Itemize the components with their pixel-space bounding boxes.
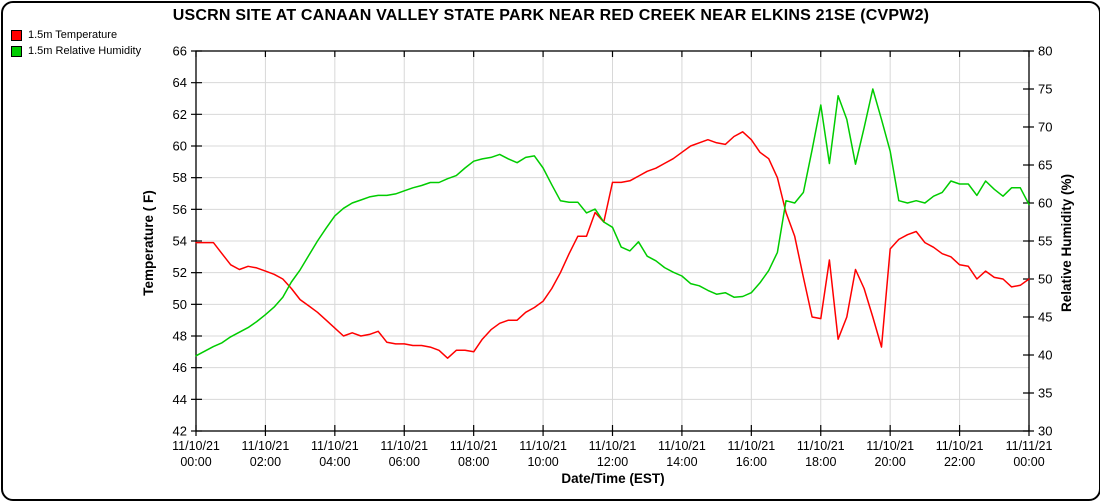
y-axis-label-right: Relative Humidity (%): [1059, 174, 1074, 312]
x-tick-label-time: 10:00: [527, 455, 558, 469]
x-tick-label-time: 06:00: [389, 455, 420, 469]
x-tick-label-time: 12:00: [597, 455, 628, 469]
x-tick-label-time: 00:00: [180, 455, 211, 469]
x-tick-label-date: 11/10/21: [311, 439, 359, 453]
legend-item-temperature: 1.5m Temperature: [11, 27, 141, 43]
y-tick-label-right: 80: [1038, 44, 1052, 59]
x-tick-label-date: 11/10/21: [589, 439, 637, 453]
x-tick-label-date: 11/10/21: [797, 439, 845, 453]
y-tick-label-right: 65: [1038, 158, 1052, 173]
temperature-swatch-icon: [11, 29, 22, 41]
axes-and-ticks: 66 64 62 60 58 56 54 52 50 48 46 44 42 80 75 70 65 60 55 50…: [172, 44, 1052, 470]
y-tick-label-left: 50: [173, 297, 187, 312]
y-tick-label-left: 52: [173, 265, 187, 280]
x-tick-label-date: 11/10/21: [866, 439, 914, 453]
x-tick-label-date: 11/11/21: [1006, 439, 1053, 453]
legend: 1.5m Temperature 1.5m Relative Humidity: [11, 27, 141, 59]
y-tick-label-right: 40: [1038, 348, 1052, 363]
x-tick-label-time: 02:00: [250, 455, 281, 469]
x-tick-label-date: 11/10/21: [172, 439, 220, 453]
y-tick-label-right: 60: [1038, 196, 1052, 211]
y-tick-label-left: 66: [173, 44, 187, 59]
y-tick-label-left: 44: [173, 392, 187, 407]
y-tick-label-right: 75: [1038, 82, 1052, 97]
legend-item-humidity: 1.5m Relative Humidity: [11, 43, 141, 59]
x-tick-label-time: 04:00: [319, 455, 350, 469]
gridlines: [195, 50, 1030, 432]
x-tick-label-time: 14:00: [666, 455, 697, 469]
y-tick-label-right: 55: [1038, 234, 1052, 249]
humidity-swatch-icon: [11, 45, 22, 57]
x-tick-label-date: 11/10/21: [242, 439, 290, 453]
y-axis-label-left: Temperature ( F): [141, 190, 156, 296]
x-tick-label-time: 18:00: [805, 455, 836, 469]
x-tick-label-date: 11/10/21: [380, 439, 428, 453]
y-tick-label-right: 70: [1038, 120, 1052, 135]
y-tick-label-right: 45: [1038, 310, 1052, 325]
y-tick-label-right: 30: [1038, 424, 1052, 439]
y-tick-label-right: 50: [1038, 272, 1052, 287]
x-tick-label-date: 11/10/21: [450, 439, 498, 453]
x-tick-label-date: 11/10/21: [727, 439, 775, 453]
x-tick-label-time: 00:00: [1013, 455, 1044, 469]
chart-canvas: 66 64 62 60 58 56 54 52 50 48 46 44 42 80 75 70 65 60 55 50…: [141, 44, 1074, 487]
y-tick-label-right: 35: [1038, 386, 1052, 401]
y-tick-label-left: 46: [173, 360, 187, 375]
y-tick-label-left: 62: [173, 107, 187, 122]
y-tick-label-left: 56: [173, 202, 187, 217]
x-tick-label-time: 22:00: [944, 455, 975, 469]
x-tick-label-date: 11/10/21: [936, 439, 984, 453]
y-tick-label-left: 48: [173, 329, 187, 344]
y-tick-label-left: 60: [173, 139, 187, 154]
data-series: [195, 88, 1030, 359]
temperature-line: [195, 131, 1030, 359]
humidity-line: [195, 88, 1030, 357]
legend-label-temperature: 1.5m Temperature: [28, 29, 118, 41]
x-tick-label-date: 11/10/21: [658, 439, 706, 453]
y-tick-label-left: 54: [173, 234, 187, 249]
chart-title: USCRN SITE AT CANAAN VALLEY STATE PARK N…: [172, 7, 930, 24]
x-tick-label-time: 20:00: [875, 455, 906, 469]
y-tick-label-left: 64: [173, 75, 187, 90]
x-tick-label-date: 11/10/21: [519, 439, 567, 453]
y-tick-label-left: 42: [173, 424, 187, 439]
x-tick-label-time: 08:00: [458, 455, 489, 469]
x-axis-label: Date/Time (EST): [561, 471, 664, 486]
legend-label-humidity: 1.5m Relative Humidity: [28, 45, 142, 57]
x-tick-label-time: 16:00: [736, 455, 767, 469]
y-tick-label-left: 58: [173, 170, 187, 185]
